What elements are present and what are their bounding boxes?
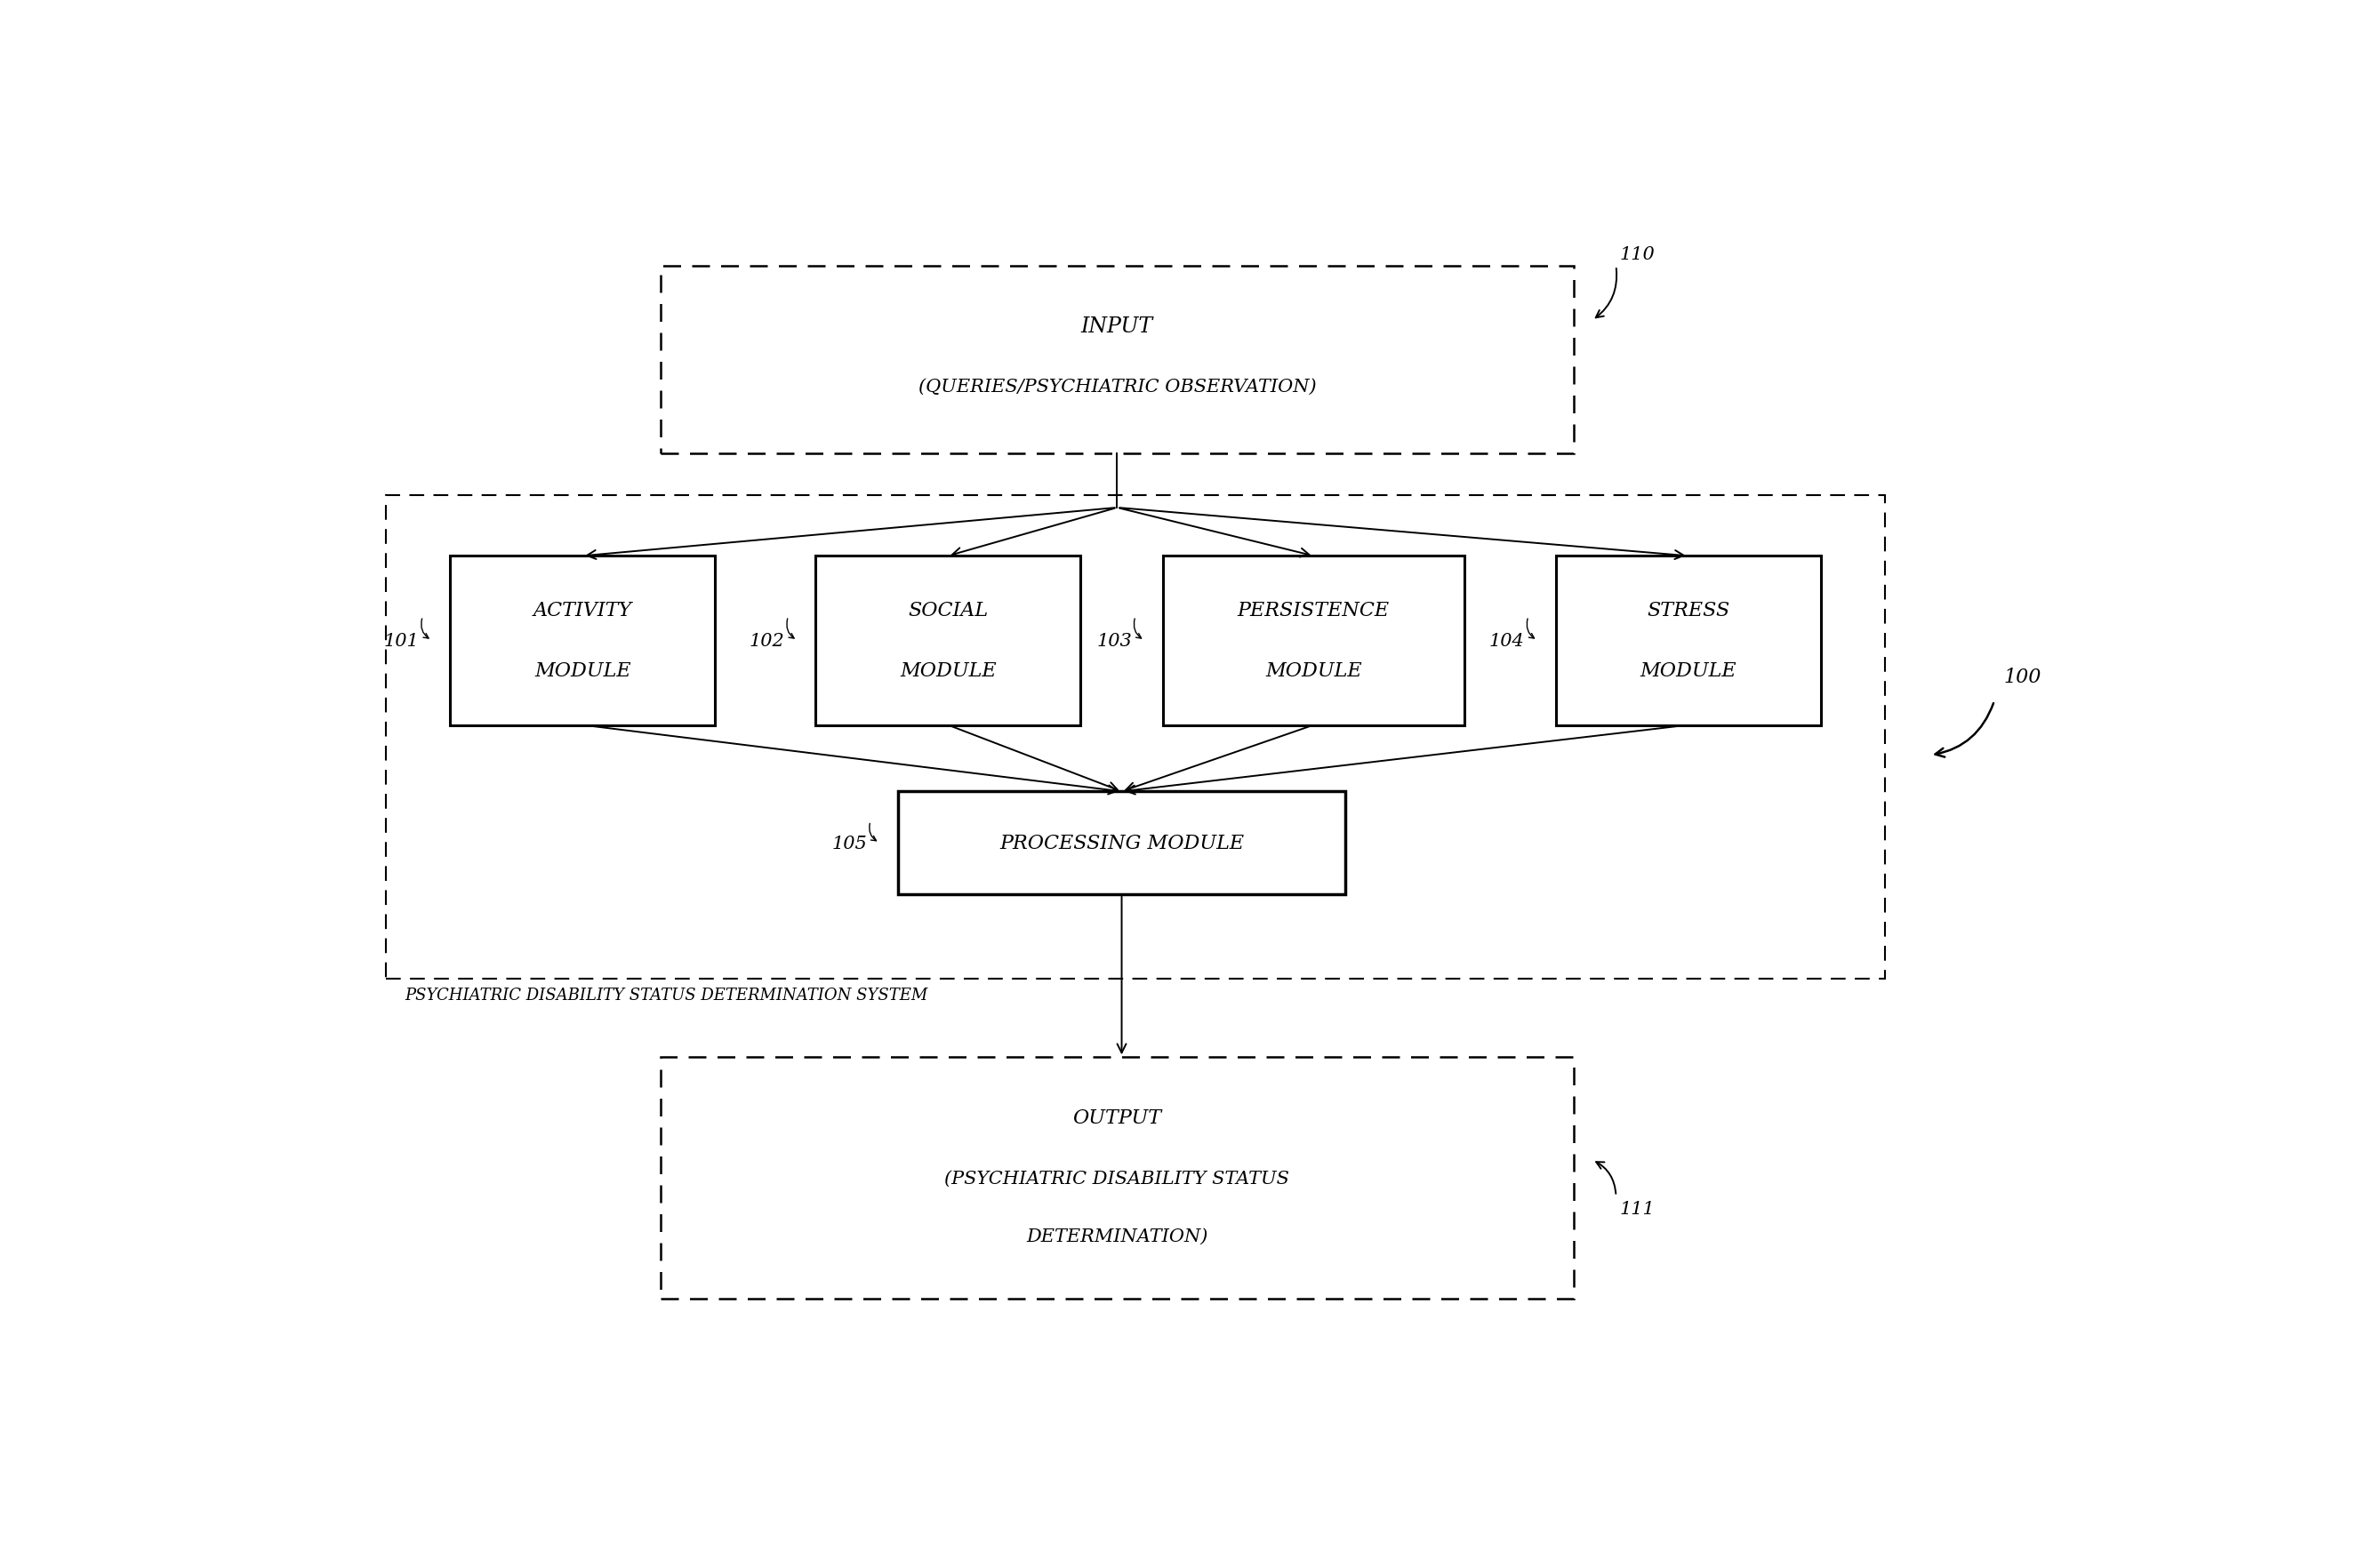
Bar: [450, 557, 714, 726]
Text: OUTPUT: OUTPUT: [1073, 1109, 1162, 1127]
Text: MODULE: MODULE: [1266, 662, 1363, 681]
Bar: [1162, 557, 1464, 726]
Text: (QUERIES/PSYCHIATRIC OBSERVATION): (QUERIES/PSYCHIATRIC OBSERVATION): [917, 378, 1316, 395]
Text: 105: 105: [832, 834, 868, 851]
Text: INPUT: INPUT: [1080, 317, 1153, 337]
Text: DETERMINATION): DETERMINATION): [1026, 1228, 1207, 1245]
Text: 101: 101: [384, 632, 420, 649]
Text: 102: 102: [750, 632, 785, 649]
Text: SOCIAL: SOCIAL: [908, 601, 988, 621]
Text: ACTIVITY: ACTIVITY: [533, 601, 632, 621]
Text: PROCESSING MODULE: PROCESSING MODULE: [1000, 833, 1245, 853]
Text: 110: 110: [1620, 246, 1655, 263]
Bar: [816, 557, 1080, 726]
Bar: [387, 495, 1884, 978]
Text: MODULE: MODULE: [901, 662, 997, 681]
Text: 104: 104: [1490, 632, 1526, 649]
Text: MODULE: MODULE: [1639, 662, 1735, 681]
Text: STRESS: STRESS: [1646, 601, 1731, 621]
Text: 100: 100: [2004, 668, 2042, 687]
Text: PERSISTENCE: PERSISTENCE: [1238, 601, 1389, 621]
Bar: [660, 267, 1575, 453]
Text: MODULE: MODULE: [535, 662, 632, 681]
Bar: [1556, 557, 1820, 726]
Text: PSYCHIATRIC DISABILITY STATUS DETERMINATION SYSTEM: PSYCHIATRIC DISABILITY STATUS DETERMINAT…: [406, 988, 927, 1004]
Text: 111: 111: [1620, 1200, 1655, 1217]
Bar: [660, 1057, 1575, 1298]
Bar: [898, 792, 1346, 894]
Text: (PSYCHIATRIC DISABILITY STATUS: (PSYCHIATRIC DISABILITY STATUS: [946, 1170, 1290, 1187]
Text: 103: 103: [1096, 632, 1132, 649]
